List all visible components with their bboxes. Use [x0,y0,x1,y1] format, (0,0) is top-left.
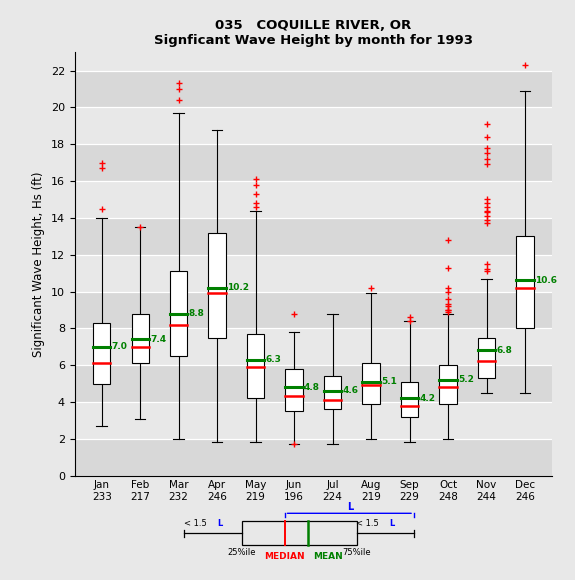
Bar [362,363,380,404]
Bar [401,382,418,416]
Bar [75,218,552,255]
Bar [247,334,264,398]
Bar [75,365,552,402]
Bar [170,271,187,356]
Text: 7.0: 7.0 [112,342,128,351]
Bar [324,376,342,409]
Bar [75,328,552,365]
Bar [75,439,552,476]
Text: < 1.5: < 1.5 [184,519,209,528]
Bar [439,365,457,404]
Bar [478,338,495,378]
Bar [75,71,552,107]
Bar [75,107,552,144]
Text: 75%ile: 75%ile [342,548,371,557]
Bar [75,292,552,328]
Text: 5.2: 5.2 [458,375,474,385]
Text: 5.1: 5.1 [381,377,397,386]
Text: L: L [390,519,395,528]
Title: 035   COQUILLE RIVER, OR
Signficant Wave Height by month for 1993: 035 COQUILLE RIVER, OR Signficant Wave H… [154,19,473,47]
Bar [516,236,534,328]
Bar [75,144,552,181]
Text: 10.6: 10.6 [535,276,557,285]
Text: < 1.5: < 1.5 [356,519,382,528]
Bar [75,181,552,218]
Bar [242,521,356,545]
Text: 4.2: 4.2 [419,394,435,403]
Bar [75,402,552,439]
Text: MEDIAN: MEDIAN [264,552,305,561]
Text: 10.2: 10.2 [227,284,249,292]
Bar [93,323,110,383]
Text: 7.4: 7.4 [150,335,166,344]
Bar [132,314,149,363]
Text: L: L [348,502,354,512]
Y-axis label: Significant Wave Height, Hs (ft): Significant Wave Height, Hs (ft) [32,171,45,357]
Text: 6.8: 6.8 [496,346,512,355]
Text: L: L [217,519,223,528]
Text: 25%ile: 25%ile [227,548,256,557]
Text: 4.8: 4.8 [304,383,320,392]
Text: MEAN: MEAN [313,552,343,561]
Text: 4.6: 4.6 [343,386,358,396]
Text: 8.8: 8.8 [189,309,204,318]
Bar [75,255,552,292]
Bar [209,233,226,338]
Text: 6.3: 6.3 [266,355,281,364]
Bar [285,369,303,411]
